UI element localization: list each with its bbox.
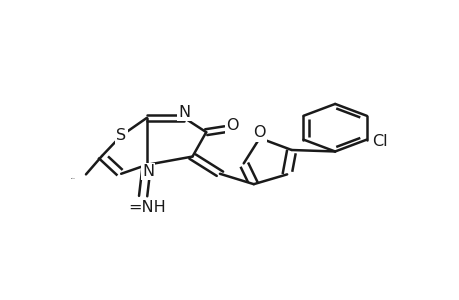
- Text: S: S: [116, 128, 126, 143]
- Text: methyl: methyl: [71, 177, 75, 178]
- Text: N: N: [142, 164, 154, 179]
- Text: Cl: Cl: [371, 134, 386, 149]
- Text: =NH: =NH: [128, 200, 165, 215]
- Text: methyl: methyl: [76, 172, 81, 174]
- Text: O: O: [226, 118, 239, 133]
- Text: O: O: [253, 125, 265, 140]
- Text: N: N: [178, 105, 190, 120]
